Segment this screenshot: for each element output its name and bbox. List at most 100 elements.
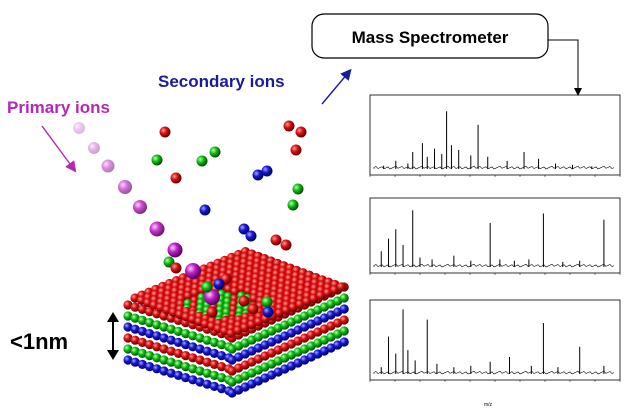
lattice-atom [130,346,140,356]
lattice-atom [123,311,133,321]
lattice-atom [166,335,176,345]
surface-atom [183,291,193,301]
spectrometer-connector-arrow [548,39,582,96]
sputtered-particle [209,146,221,158]
surface-atom [288,302,298,312]
lattice-atom [217,362,227,372]
primary-ion-beam [73,122,220,305]
surface-atom [309,293,319,304]
sputtered-particle [170,172,182,184]
sputtered-particle [196,155,208,167]
lattice-atom [145,329,155,339]
sputtered-particle [252,169,264,181]
lattice-atom [202,379,212,389]
lattice-atom [202,346,212,356]
lattice-atom [339,293,349,303]
lattice-atom [137,337,147,347]
lattice-atom [130,313,140,323]
surface-atom [316,290,326,301]
lattice-atom [152,342,162,352]
lattice-atom [217,384,227,394]
lattice-atom [137,359,147,369]
lattice-atom [145,340,155,350]
lattice-atom [137,326,147,336]
mass-spectra [369,94,621,382]
sputtered-particle [199,204,211,216]
lattice-atom [123,322,133,332]
lattice-atom [181,373,191,383]
primary-ion [167,242,183,258]
sputtered-particle [170,262,182,274]
sputtered-particle [262,306,274,318]
lattice-atom [188,353,198,363]
lattice-atom [130,357,140,367]
lattice-atom [173,348,183,358]
lattice-atom [209,337,219,347]
lattice-atom [339,304,349,314]
sputtered-particle [247,303,259,315]
lattice-atom [123,344,133,354]
sputtered-particle [151,154,163,166]
spectrum-frame [369,197,621,274]
lattice-atom [130,302,140,312]
sputtered-particle [261,165,273,177]
lattice-atom [209,381,219,391]
lattice-atom [181,340,191,350]
lattice-atom [145,318,155,328]
spectrum-bottom [369,299,621,382]
lattice-atom [130,335,140,345]
surface-atom [247,319,257,330]
lattice-atom [339,337,349,347]
sputtered-particle [206,306,218,318]
spectrum-middle [369,197,621,275]
lattice-atom [159,322,169,332]
lattice-atom [339,326,349,336]
spectrum-x-axis-label: m/z [484,402,493,408]
primary-ion [149,221,165,237]
lattice-atom [123,355,133,365]
lattice-atom [188,375,198,385]
lattice-atom [166,368,176,378]
lattice-atom [145,351,155,361]
lattice-atom [152,364,162,374]
lattice-atom [152,331,162,341]
sputtered-particle [245,230,257,242]
lattice-atom [152,320,162,330]
sputtered-particle [261,296,273,308]
lattice-atom [188,331,198,341]
depth-label: <1nm [10,329,68,354]
primary-ion [73,122,85,134]
surface-atom [190,288,200,298]
sputtered-particle [290,144,302,156]
primary-ion [101,159,115,173]
lattice-atom [195,344,205,354]
lattice-atom [173,337,183,347]
sputtered-particle [238,295,250,307]
sputtered-particle [295,126,307,138]
lattice-atom [166,346,176,356]
lattice-atom [188,342,198,352]
secondary-ions-label: Secondary ions [158,72,285,91]
sputtered-particle [283,120,295,132]
sputtered-particle [201,281,213,293]
sputtered-particle [280,239,292,251]
lattice-atom [202,368,212,378]
primary-ions-arrow [41,125,77,173]
lattice-atom [195,355,205,365]
lattice-atom [209,359,219,369]
primary-ion [185,263,201,279]
lattice-atom [217,351,227,361]
secondary-ions-arrow [321,68,352,105]
lattice-atom [195,377,205,387]
lattice-atom [137,348,147,358]
lattice-atom [123,300,133,310]
lattice-atom [159,355,169,365]
surface-atom [226,328,236,338]
lattice-atom [137,304,147,314]
primary-ion [204,289,220,305]
sputtered-particle [287,199,299,211]
primary-ions-label: Primary ions [7,98,110,117]
lattice-atom [188,364,198,374]
surface-atom [230,286,240,296]
